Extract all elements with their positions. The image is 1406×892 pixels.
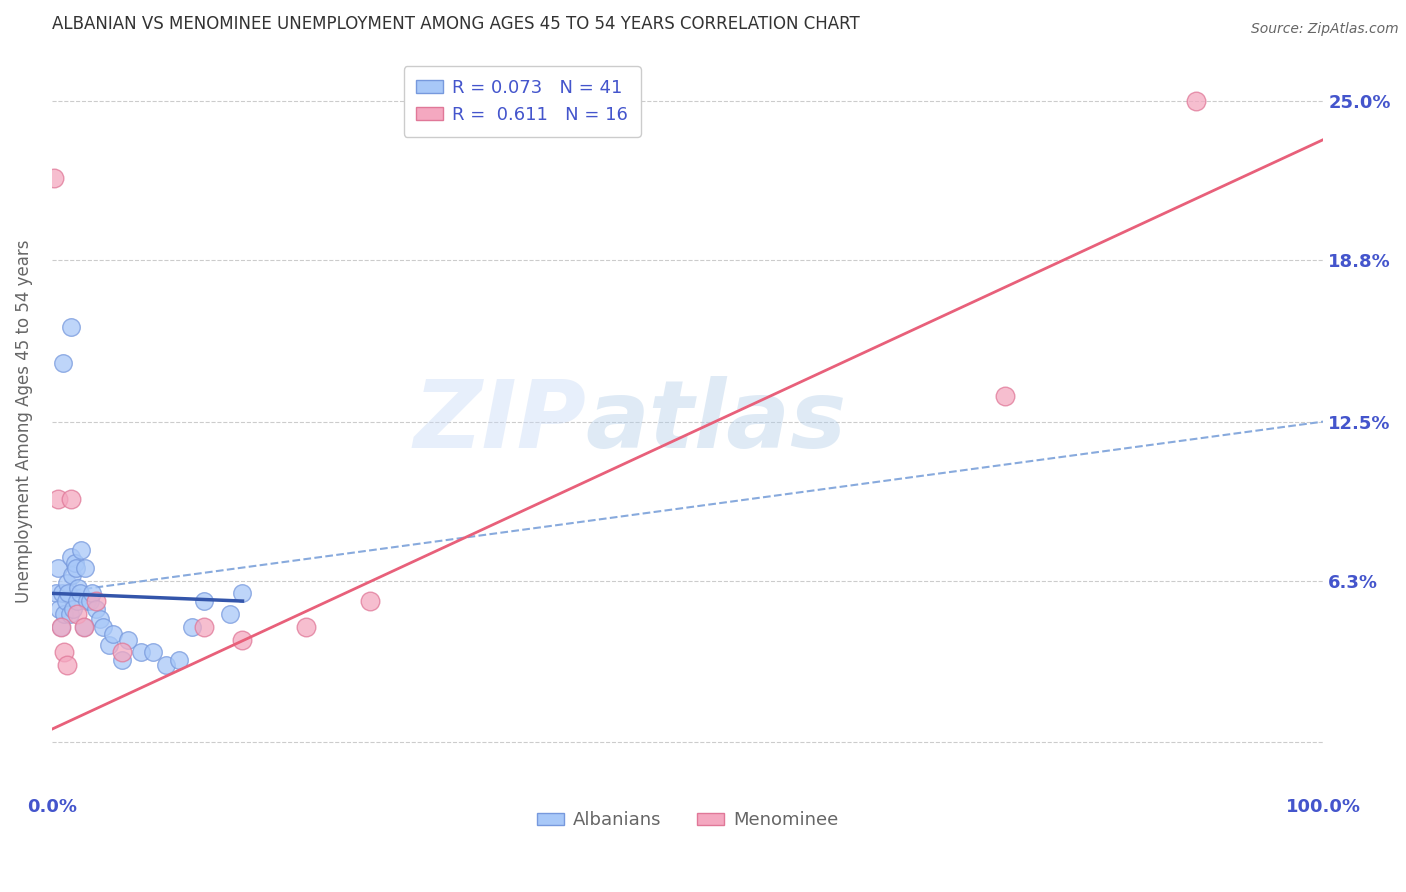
Text: Source: ZipAtlas.com: Source: ZipAtlas.com xyxy=(1251,22,1399,37)
Point xyxy=(73,560,96,574)
Point xyxy=(56,658,79,673)
Point xyxy=(193,620,215,634)
Point xyxy=(44,171,66,186)
Point xyxy=(231,586,253,600)
Point xyxy=(58,607,80,621)
Point xyxy=(48,601,70,615)
Point xyxy=(56,576,79,591)
Point xyxy=(180,620,202,634)
Point xyxy=(66,607,89,621)
Point xyxy=(58,586,80,600)
Point xyxy=(117,632,139,647)
Point xyxy=(62,601,84,615)
Point xyxy=(63,556,86,570)
Point xyxy=(98,638,121,652)
Point xyxy=(59,550,82,565)
Point xyxy=(49,620,72,634)
Point xyxy=(69,586,91,600)
Text: ALBANIAN VS MENOMINEE UNEMPLOYMENT AMONG AGES 45 TO 54 YEARS CORRELATION CHART: ALBANIAN VS MENOMINEE UNEMPLOYMENT AMONG… xyxy=(52,15,859,33)
Point xyxy=(67,581,90,595)
Point xyxy=(89,612,111,626)
Point xyxy=(142,645,165,659)
Point xyxy=(295,620,318,634)
Point xyxy=(129,645,152,659)
Point xyxy=(359,594,381,608)
Point xyxy=(72,620,94,634)
Text: atlas: atlas xyxy=(586,376,846,467)
Point xyxy=(52,356,75,370)
Point xyxy=(55,594,77,608)
Point xyxy=(167,653,190,667)
Point xyxy=(218,607,240,621)
Point xyxy=(72,620,94,634)
Point xyxy=(101,627,124,641)
Text: ZIP: ZIP xyxy=(413,376,586,467)
Point xyxy=(79,594,101,608)
Point xyxy=(231,632,253,647)
Point xyxy=(59,491,82,506)
Point xyxy=(84,594,107,608)
Point xyxy=(1185,94,1208,108)
Point xyxy=(60,568,83,582)
Point xyxy=(59,319,82,334)
Point xyxy=(111,645,134,659)
Point xyxy=(45,586,67,600)
Point xyxy=(994,389,1017,403)
Point xyxy=(65,560,87,574)
Y-axis label: Unemployment Among Ages 45 to 54 years: Unemployment Among Ages 45 to 54 years xyxy=(15,240,32,603)
Point xyxy=(91,620,114,634)
Point xyxy=(82,586,104,600)
Point xyxy=(51,586,73,600)
Point xyxy=(84,601,107,615)
Point xyxy=(53,645,76,659)
Point xyxy=(49,620,72,634)
Point xyxy=(46,491,69,506)
Point xyxy=(70,542,93,557)
Point xyxy=(66,594,89,608)
Point xyxy=(53,607,76,621)
Point xyxy=(76,594,98,608)
Legend: Albanians, Menominee: Albanians, Menominee xyxy=(529,804,846,837)
Point xyxy=(193,594,215,608)
Point xyxy=(46,560,69,574)
Point xyxy=(155,658,177,673)
Point xyxy=(111,653,134,667)
